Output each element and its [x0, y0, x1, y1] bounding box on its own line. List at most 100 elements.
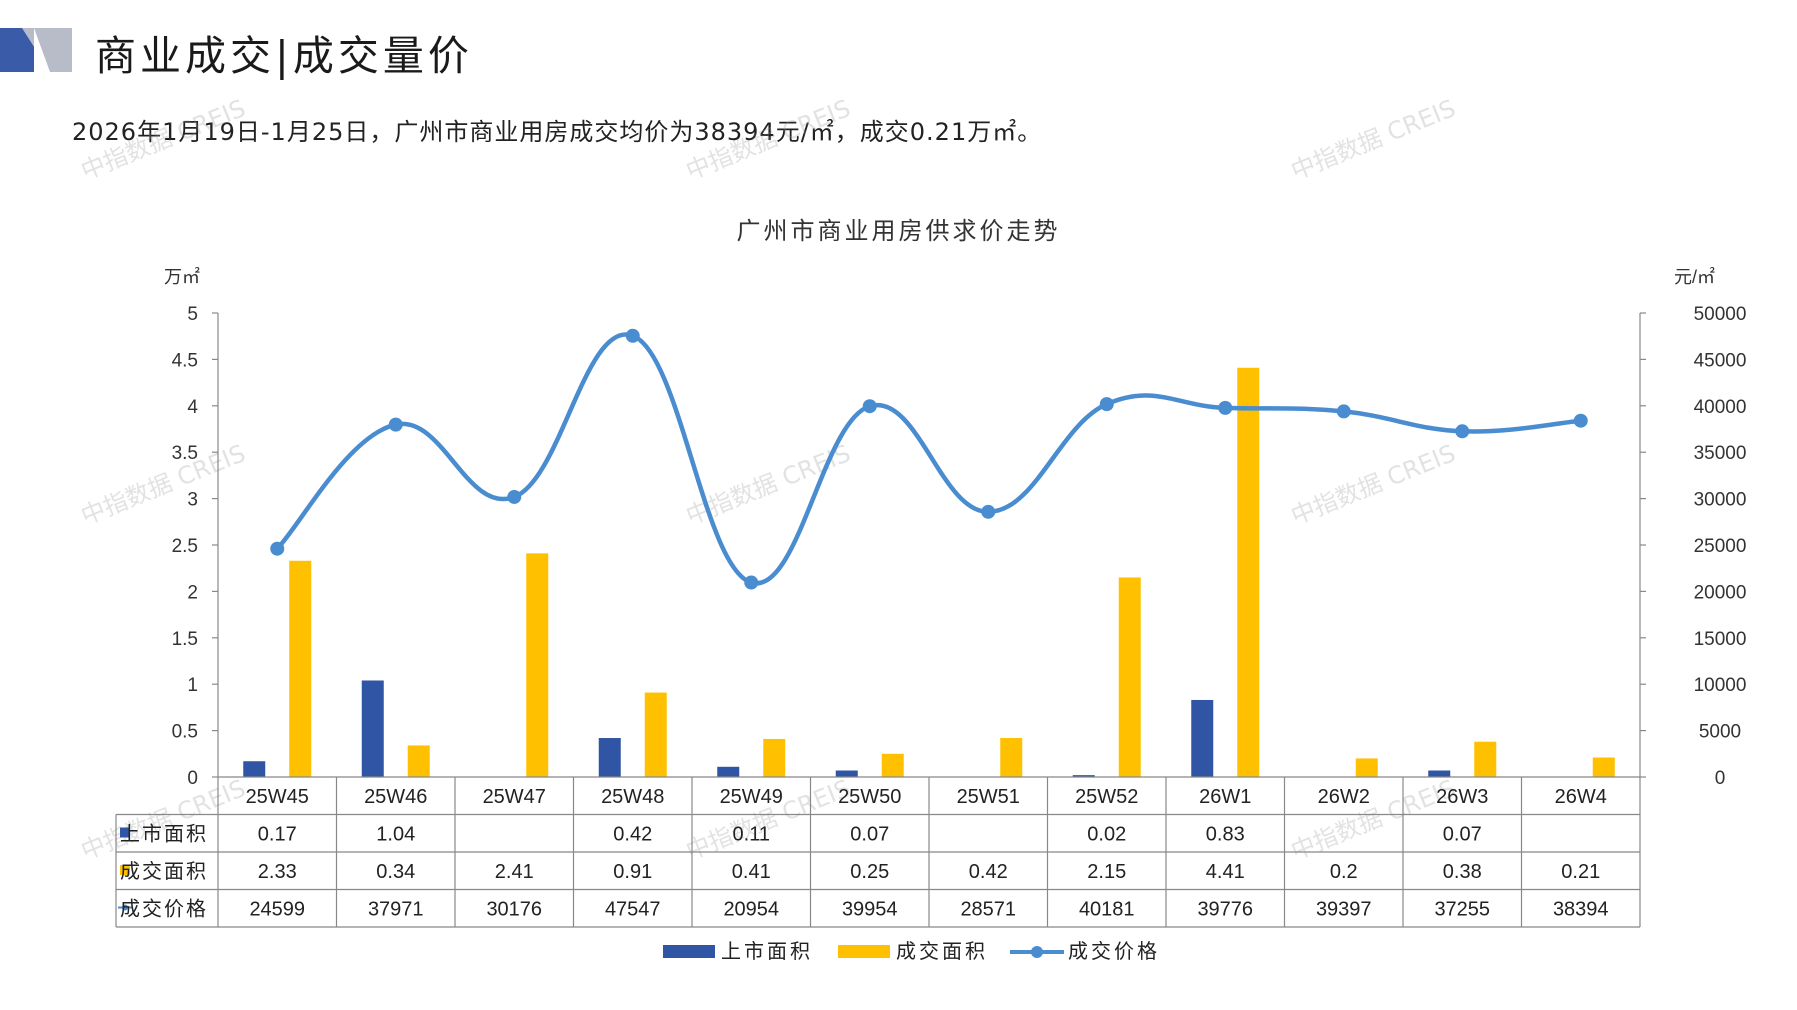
x-category-label: 26W4: [1555, 786, 1607, 808]
right-tick-label: 50000: [1694, 304, 1747, 325]
right-tick-label: 40000: [1694, 397, 1747, 418]
chart-title: 广州市商业用房供求价走势: [736, 217, 1061, 245]
price-cell: 30176: [486, 899, 542, 921]
page-subtitle: 2026年1月19日-1月25日，广州市商业用房成交均价为38394元/㎡，成交…: [72, 118, 1043, 146]
listed-area-bar: [1072, 775, 1095, 777]
right-tick-label: 25000: [1694, 536, 1747, 557]
traded-area-cell: 0.25: [850, 861, 889, 883]
listed-area-bar: [1191, 699, 1214, 777]
left-tick-label: 0.5: [172, 722, 198, 743]
right-tick-label: 45000: [1694, 350, 1747, 371]
x-category-label: 25W52: [1075, 786, 1138, 808]
price-point: [1573, 413, 1588, 428]
legend-label: 成交面积: [896, 940, 988, 963]
row-key-icon: [122, 904, 128, 911]
traded-area-bar: [1592, 757, 1615, 777]
price-cell: 39397: [1316, 899, 1372, 921]
listed-area-cell: 0.83: [1206, 824, 1245, 846]
right-tick-label: 30000: [1694, 490, 1747, 511]
x-category-label: 25W46: [364, 786, 427, 808]
legend-label: 上市面积: [721, 940, 813, 963]
traded-area-bar: [526, 553, 549, 777]
traded-area-cell: 2.41: [495, 861, 534, 883]
listed-area-cell: 0.42: [613, 824, 652, 846]
left-tick-label: 4: [187, 397, 198, 418]
traded-area-bar: [644, 692, 667, 777]
traded-area-bar: [1118, 577, 1141, 777]
traded-area-cell: 0.34: [376, 861, 415, 883]
traded-area-cell: 0.42: [969, 861, 1008, 883]
listed-area-cell: 0.17: [258, 824, 297, 846]
listed-area-cell: 0.11: [733, 824, 770, 846]
listed-area-bar: [361, 680, 384, 777]
row-header: 成交面积: [120, 860, 208, 883]
price-point: [1218, 400, 1233, 415]
left-tick-label: 5: [187, 304, 198, 325]
price-point: [1099, 397, 1114, 412]
right-tick-label: 35000: [1694, 443, 1747, 464]
legend-swatch: [838, 945, 890, 958]
price-point: [388, 417, 403, 432]
x-category-label: 25W45: [246, 786, 309, 808]
traded-area-cell: 4.41: [1206, 861, 1245, 883]
left-tick-label: 4.5: [172, 350, 198, 371]
listed-area-cell: 0.07: [850, 824, 889, 846]
price-line: [275, 332, 1581, 586]
traded-area-cell: 0.38: [1443, 861, 1482, 883]
listed-area-bar: [717, 766, 740, 777]
left-tick-label: 0: [187, 768, 198, 789]
listed-area-cell: 1.04: [376, 824, 415, 846]
listed-area-cell: 0.07: [1443, 824, 1482, 846]
legend-swatch: [1031, 946, 1043, 958]
right-tick-label: 15000: [1694, 629, 1747, 650]
x-category-label: 26W3: [1436, 786, 1488, 808]
right-tick-label: 0: [1715, 768, 1726, 789]
listed-area-bar: [1428, 770, 1451, 777]
price-cell: 47547: [605, 899, 661, 921]
price-point: [862, 399, 877, 414]
left-tick-label: 2.5: [172, 536, 198, 557]
x-category-label: 25W47: [483, 786, 546, 808]
page-title: 商业成交|成交量价: [95, 32, 473, 80]
price-point: [625, 328, 640, 343]
traded-area-bar: [1237, 367, 1260, 777]
x-category-label: 25W48: [601, 786, 664, 808]
listed-area-bar: [243, 761, 266, 777]
left-tick-label: 3: [187, 490, 198, 511]
header-logo-icon: [0, 28, 72, 72]
left-tick-label: 3.5: [172, 443, 198, 464]
x-category-label: 26W2: [1318, 786, 1370, 808]
left-axis-unit: 万㎡: [164, 266, 200, 287]
x-category-label: 25W51: [957, 786, 1020, 808]
price-point: [744, 575, 759, 590]
right-axis-unit: 元/㎡: [1674, 266, 1715, 287]
traded-area-bar: [881, 753, 904, 777]
right-tick-label: 10000: [1694, 675, 1747, 696]
legend-swatch: [663, 945, 715, 958]
price-cell: 20954: [723, 899, 779, 921]
row-header: 成交价格: [120, 898, 208, 921]
traded-area-bar: [1474, 741, 1497, 777]
traded-area-cell: 2.33: [258, 861, 297, 883]
price-cell: 39954: [842, 899, 898, 921]
price-point: [270, 541, 285, 556]
price-point: [1455, 424, 1470, 439]
row-key-icon: [120, 865, 130, 875]
x-category-label: 26W1: [1199, 786, 1251, 808]
price-cell: 37255: [1434, 899, 1490, 921]
x-category-label: 25W49: [720, 786, 783, 808]
traded-area-cell: 2.15: [1087, 861, 1126, 883]
price-cell: 38394: [1553, 899, 1609, 921]
price-cell: 24599: [249, 899, 305, 921]
left-tick-label: 1: [187, 675, 198, 696]
listed-area-bar: [835, 770, 858, 777]
traded-area-cell: 0.21: [1561, 861, 1600, 883]
price-point: [1336, 404, 1351, 419]
x-category-label: 25W50: [838, 786, 901, 808]
price-cell: 37971: [368, 899, 424, 921]
traded-area-bar: [289, 560, 312, 777]
traded-area-bar: [407, 745, 430, 777]
right-tick-label: 5000: [1699, 722, 1741, 743]
traded-area-bar: [1000, 738, 1023, 777]
legend-label: 成交价格: [1068, 940, 1160, 963]
